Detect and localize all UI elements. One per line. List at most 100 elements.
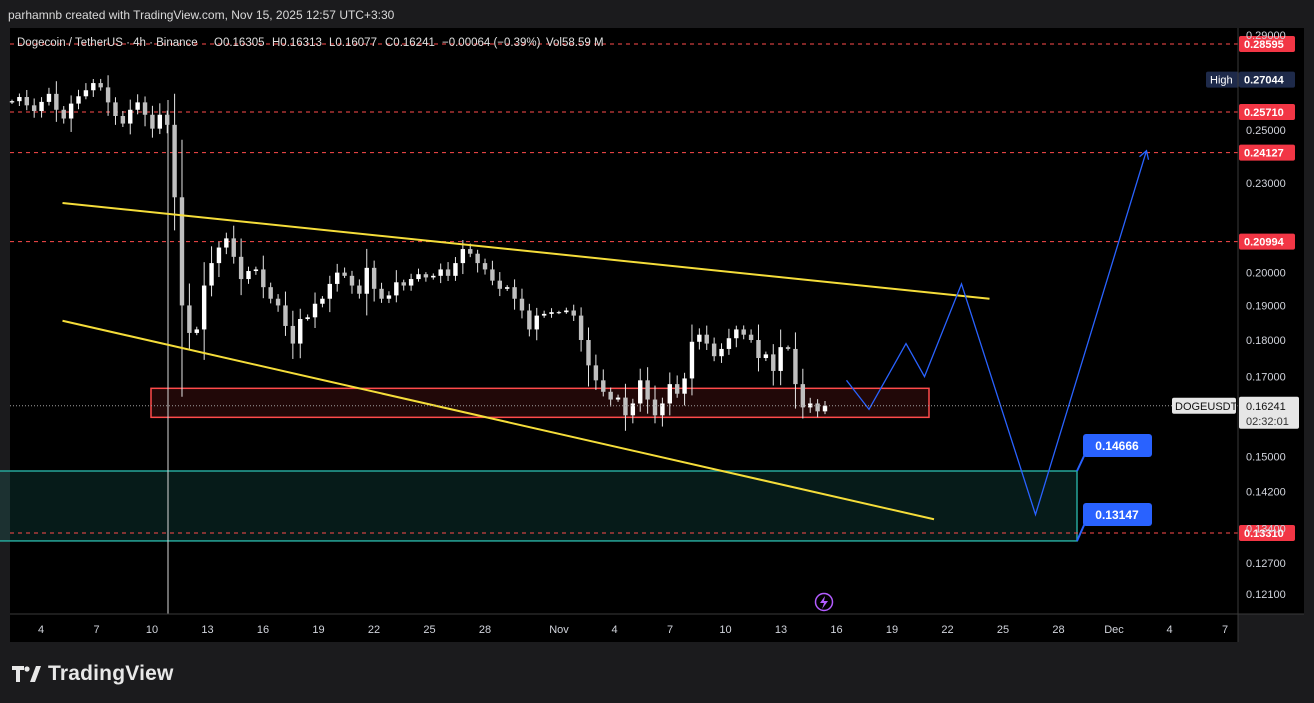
time-tick-label: 16 [830,624,842,636]
time-tick-label: 22 [368,624,380,636]
candle-body [105,87,111,103]
level-price-label: 0.24127 [1244,148,1284,160]
candle-body [497,280,502,289]
lightning-icon-bolt [820,596,828,609]
candle-body [179,197,185,306]
candle-body [593,365,599,381]
candle-body [734,329,739,339]
time-tick-label: Nov [549,624,569,636]
legend-open: O0.16305 [214,37,265,49]
trendline-lower [62,319,935,521]
candle-body [416,274,421,280]
price-tick-label: 0.14200 [1246,487,1286,499]
candle-body [785,347,791,349]
candle-body [238,256,244,280]
candle-body [578,315,584,341]
green-top-connector [1076,453,1086,472]
level-price-label: 0.20994 [1244,237,1285,249]
level-price-badge [1239,35,1295,52]
projection-arrowhead-icon [1139,149,1150,160]
candle-body [748,334,754,341]
candle-body [468,249,473,254]
bar-countdown-label: 02:32:01 [1246,416,1289,428]
candle-body [83,90,89,97]
candle-body [719,348,724,357]
price-tick-label: 0.25000 [1246,125,1286,137]
candle-body [460,249,466,264]
lightning-icon[interactable] [814,592,834,612]
candle-body [541,313,547,316]
candle-body [327,283,333,299]
candle-body [527,310,532,330]
candle-body [379,288,384,299]
candle-body [682,378,687,394]
time-tick-label: Dec [1104,624,1124,636]
candle-body [194,329,199,333]
time-tick-label: 13 [201,624,213,636]
price-tick-label: 0.15000 [1246,452,1286,464]
support-zone-red [150,387,930,419]
candle-body [209,263,214,286]
candle-body [549,312,554,314]
candle-body [519,298,525,311]
price-tick-label: 0.19000 [1246,300,1286,312]
price-tick-label: 0.18000 [1246,335,1286,347]
tradingview-logo-icon [12,665,42,683]
candle-body [763,354,769,359]
candle-body [652,399,658,416]
level-price-badge [1239,525,1295,542]
candle-body [431,275,436,278]
candle-body [165,114,170,125]
candle-body [128,109,133,124]
candle-body [39,101,44,112]
time-tick-label: 19 [886,624,898,636]
candle-body [54,93,59,110]
tradingview-brand[interactable]: TradingView [12,660,174,688]
time-tick-label: 19 [312,624,324,636]
time-tick-label: 7 [1222,624,1228,636]
candle-body [150,114,155,129]
time-axis-area[interactable] [10,614,1238,642]
symbol-tag-label: DOGEUSDT [1175,401,1238,413]
candle-body [9,101,15,103]
time-tick-label: 4 [611,624,617,636]
time-tick-label: 4 [38,624,44,636]
candle-body [349,275,355,286]
candle-body [674,384,680,394]
time-tick-label: 25 [997,624,1009,636]
green-bottom-label: 0.13147 [1095,508,1139,522]
candle-body [201,285,207,330]
candle-body [800,384,806,408]
level-price-badge [1239,233,1295,250]
time-tick-label: 7 [93,624,99,636]
candle-body [630,403,636,416]
candle-body [142,102,148,115]
price-axis-area[interactable] [1238,28,1304,614]
time-tick-label: 25 [423,624,435,636]
price-tick-label: 0.17000 [1246,372,1286,384]
plot-area[interactable] [10,28,1238,614]
green-top-label: 0.14666 [1095,439,1139,453]
demand-zone-green [0,470,1078,542]
candle-body [24,97,29,106]
candle-body [394,282,399,296]
time-tick-label: 28 [479,624,491,636]
candle-body [475,253,480,264]
level-price-badge [1239,144,1295,161]
legend-low: L0.16077 [329,37,377,49]
attribution-text: parhamnb created with TradingView.com, N… [8,8,395,22]
candle-body [290,325,296,344]
level-price-badge [1239,104,1295,121]
candle-body [157,114,163,129]
price-tick-label: 0.12700 [1246,558,1286,570]
legend-volume: Vol58.59 M [546,37,604,49]
candle-body [31,105,37,112]
candle-body [283,305,288,326]
candle-body [822,405,828,412]
last-price-label: 0.16241 [1246,401,1286,413]
level-price-label: 0.28595 [1244,39,1284,51]
price-tick-label: 0.23000 [1246,178,1286,190]
time-tick-label: 22 [941,624,953,636]
time-tick-label: 16 [257,624,269,636]
